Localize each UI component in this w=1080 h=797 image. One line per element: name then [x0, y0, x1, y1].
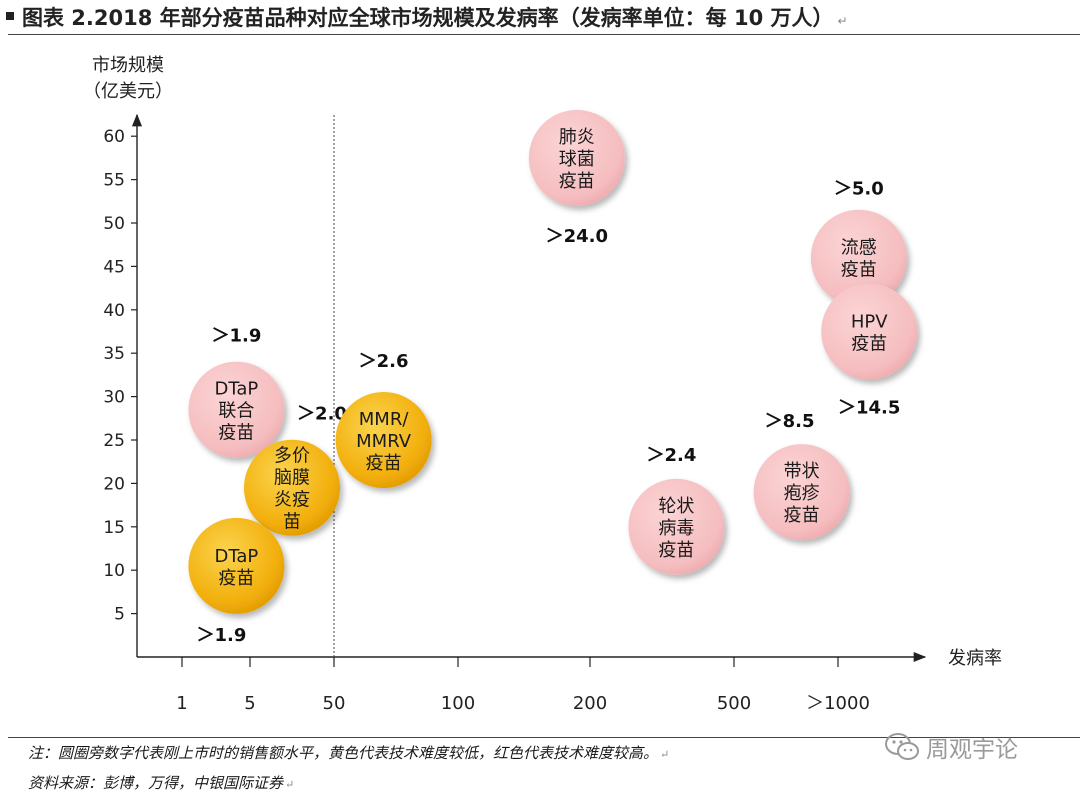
- wechat-icon: [885, 733, 919, 760]
- x-tick-label: ＞1000: [806, 693, 870, 714]
- figure-title-text: 图表 2.2018 年部分疫苗品种对应全球市场规模及发病率（发病率单位：每 10…: [22, 6, 834, 30]
- bubble-label-line: HPV: [851, 312, 888, 333]
- y-tick-label: 30: [103, 388, 125, 408]
- y-tick-label: 40: [103, 301, 125, 321]
- bubble-label-line: 疫苗: [218, 423, 254, 444]
- bubble-sales-tag: ＞1.9: [211, 326, 261, 347]
- source-text: 资料来源：彭博，万得，中银国际证券: [28, 774, 284, 792]
- return-mark: ↵: [837, 14, 848, 28]
- bubble-label-line: 苗: [283, 512, 301, 533]
- bubble-sales-tag: ＞2.4: [646, 445, 696, 466]
- y-axis-label-line2: （亿美元）: [83, 81, 173, 102]
- bubble-circle: [244, 439, 340, 536]
- bubble-label-line: 疫苗: [658, 540, 694, 561]
- x-tick-label: 1: [176, 693, 187, 714]
- top-rule: [8, 34, 1080, 35]
- y-tick-label: 55: [103, 171, 125, 191]
- y-tick-label: 15: [103, 518, 125, 538]
- bubble-label-line: 疫苗: [218, 568, 254, 589]
- bubble-circle: [335, 392, 432, 488]
- bubble-circle: [188, 517, 285, 614]
- bubble-sales-tag: ＞2.6: [359, 351, 409, 372]
- bubble-label-line: DTaP: [215, 546, 259, 567]
- x-axis-label: 发病率: [948, 648, 1002, 669]
- x-tick-label: 100: [441, 693, 475, 714]
- bullet-square: [6, 12, 14, 20]
- bubble-label-line: 多价: [274, 446, 310, 467]
- footnote: 注：圆圈旁数字代表刚上市时的销售额水平，黄色代表技术难度较低，红色代表技术难度较…: [28, 742, 669, 763]
- y-axis-label-line1: 市场规模: [92, 55, 164, 76]
- y-tick-label: 60: [103, 127, 125, 147]
- bubble-circle: [188, 361, 285, 458]
- y-tick-label: 5: [114, 605, 125, 625]
- bubble-circle: [753, 444, 850, 541]
- bubble-label-line: 轮状: [658, 496, 694, 517]
- bubble-circle: [810, 209, 907, 306]
- footnote-return-mark: ↵: [660, 748, 670, 761]
- bubble-circle: [528, 109, 625, 206]
- bubble-sales-tag: ＞8.5: [765, 411, 815, 432]
- figure-title: 图表 2.2018 年部分疫苗品种对应全球市场规模及发病率（发病率单位：每 10…: [6, 2, 848, 32]
- bubble-label-line: 联合: [218, 401, 254, 422]
- x-tick-label: 500: [717, 693, 751, 714]
- bubble-label-line: 疫苗: [851, 334, 887, 355]
- bubble-sales-tag: ＞5.0: [834, 179, 884, 200]
- bubble-label-line: DTaP: [215, 379, 259, 400]
- bubble-label-line: 炎疫: [274, 490, 310, 511]
- bubble-sales-tag: ＞2.0: [297, 404, 347, 425]
- bubble-label-line: 肺炎: [559, 127, 595, 148]
- watermark-text: 周观宇论: [926, 737, 1018, 763]
- bubble-label-line: 疫苗: [784, 505, 820, 526]
- source-note: 资料来源：彭博，万得，中银国际证券 ↵: [28, 772, 294, 793]
- bubble-label-line: 球菌: [559, 149, 595, 170]
- y-tick-label: 25: [103, 431, 125, 451]
- bubble-label-line: MMRV: [356, 431, 412, 452]
- bubble-label-line: 脑膜: [274, 468, 310, 489]
- bubble-label-line: MMR/: [359, 409, 410, 430]
- bubble-sales-tag: ＞14.5: [838, 398, 900, 419]
- bubble-label-line: 病毒: [658, 518, 694, 539]
- bubble-sales-tag: ＞1.9: [196, 625, 246, 646]
- bottom-rule: [8, 737, 1080, 738]
- x-tick-label: 50: [323, 693, 346, 714]
- y-tick-label: 10: [103, 561, 125, 581]
- bubble-label-line: 疫苗: [559, 171, 595, 192]
- x-tick-label: 5: [244, 693, 255, 714]
- x-tick-label: 200: [573, 693, 607, 714]
- bubble-label-line: 疱疹: [784, 483, 820, 504]
- footnote-text: 注：圆圈旁数字代表刚上市时的销售额水平，黄色代表技术难度较低，红色代表技术难度较…: [28, 744, 659, 762]
- y-tick-label: 45: [103, 257, 125, 277]
- watermark: 周观宇论: [884, 730, 1018, 764]
- bubble-label-line: 带状: [784, 461, 820, 482]
- y-tick-label: 20: [103, 474, 125, 494]
- bubble-label-line: 流感: [841, 238, 877, 259]
- bubble-circle: [821, 283, 918, 380]
- y-tick-label: 35: [103, 344, 125, 364]
- source-return-mark: ↵: [285, 778, 295, 791]
- bubble-sales-tag: ＞24.0: [546, 226, 608, 247]
- bubble-label-line: 疫苗: [366, 453, 402, 474]
- y-tick-label: 50: [103, 214, 125, 234]
- bubble-circle: [628, 478, 725, 575]
- bubble-label-line: 疫苗: [841, 260, 877, 281]
